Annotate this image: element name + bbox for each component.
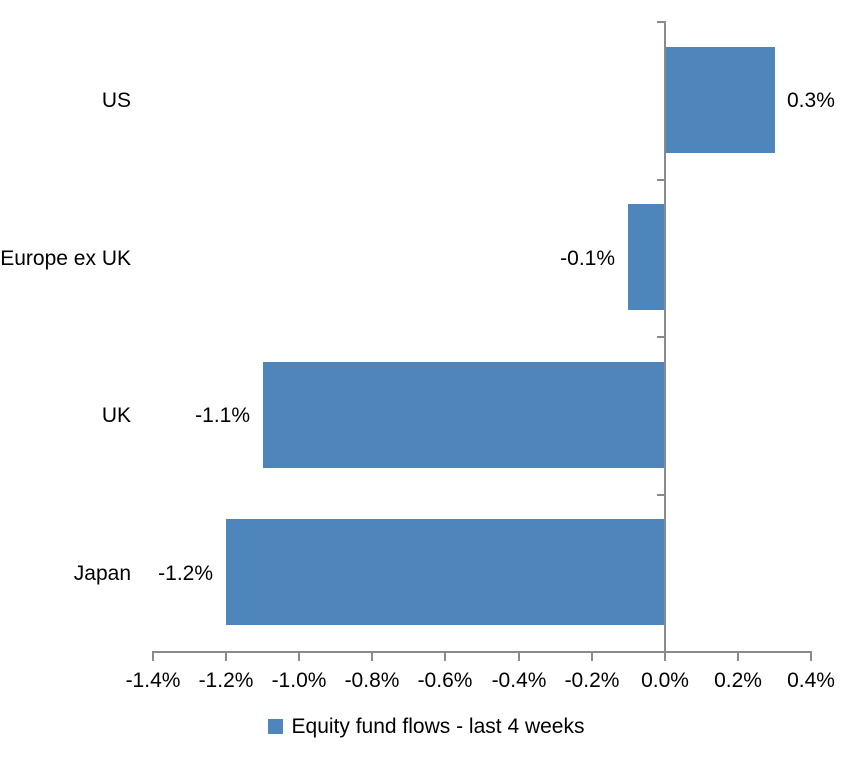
bar-japan: [226, 519, 665, 625]
bar-uk: [263, 362, 665, 468]
legend: Equity fund flows - last 4 weeks: [0, 712, 852, 741]
category-label-us: US: [101, 88, 131, 112]
x-tick-label: -0.4%: [491, 668, 547, 692]
x-axis-tick: [591, 651, 593, 661]
value-label-uk: -1.1%: [195, 403, 250, 427]
x-tick-label: 0.4%: [787, 668, 835, 692]
x-tick-label: -0.6%: [417, 668, 473, 692]
bar-us: [665, 47, 775, 153]
value-label-europe-ex-uk: -0.1%: [560, 246, 615, 270]
category-axis-tick: [657, 179, 666, 181]
x-axis-tick: [664, 651, 666, 661]
x-axis-tick: [737, 651, 739, 661]
value-label-us: 0.3%: [787, 88, 835, 112]
bar-europe-ex-uk: [628, 204, 665, 310]
x-axis-tick: [371, 651, 373, 661]
value-label-japan: -1.2%: [158, 561, 213, 585]
x-tick-label: -1.2%: [198, 668, 254, 692]
x-axis-tick: [225, 651, 227, 661]
x-tick-label: 0.2%: [714, 668, 762, 692]
x-axis-tick: [518, 651, 520, 661]
category-label-uk: UK: [101, 403, 131, 427]
x-axis-line: [153, 651, 811, 653]
category-axis-tick: [657, 21, 666, 23]
legend-series-label: Equity fund flows - last 4 weeks: [291, 715, 585, 738]
x-axis-tick: [152, 651, 154, 661]
x-axis-tick: [810, 651, 812, 661]
y-axis-zero-line: [664, 21, 666, 653]
x-tick-label: 0.0%: [641, 668, 689, 692]
x-axis-tick: [298, 651, 300, 661]
x-axis-tick: [444, 651, 446, 661]
category-axis-tick: [657, 494, 666, 496]
category-label-europe-ex-uk: Europe ex UK: [0, 246, 131, 270]
x-tick-label: -1.4%: [125, 668, 181, 692]
category-label-japan: Japan: [73, 561, 131, 585]
x-tick-label: -1.0%: [271, 668, 327, 692]
legend-color-swatch: [267, 719, 283, 735]
category-axis-tick: [657, 336, 666, 338]
x-tick-label: -0.2%: [564, 668, 620, 692]
x-tick-label: -0.8%: [344, 668, 400, 692]
